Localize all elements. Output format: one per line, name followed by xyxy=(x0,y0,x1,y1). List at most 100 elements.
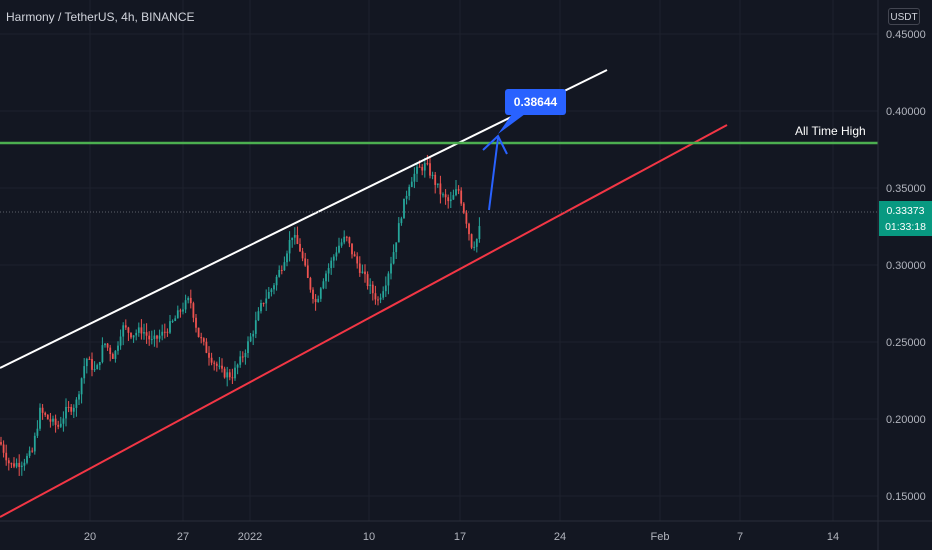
candle-body xyxy=(231,377,234,379)
candle-body xyxy=(135,332,138,336)
candle-body xyxy=(361,271,364,273)
candle-body xyxy=(325,273,327,282)
candle-body xyxy=(366,274,369,286)
candle-body xyxy=(26,455,28,463)
x-tick-label: 2022 xyxy=(238,531,262,543)
candle-body xyxy=(174,318,177,321)
x-tick-label: 27 xyxy=(177,531,189,543)
candle-body xyxy=(221,365,223,369)
candle-body xyxy=(314,298,317,303)
candle-body xyxy=(403,198,405,219)
candle-body xyxy=(283,262,286,271)
candle-body xyxy=(319,288,322,299)
candle-body xyxy=(67,406,70,408)
candle-body xyxy=(270,289,273,292)
candle-body xyxy=(88,358,91,360)
candle-body xyxy=(13,463,15,467)
candle-body xyxy=(197,327,200,338)
candle-body xyxy=(312,289,314,299)
candle-body xyxy=(223,368,226,378)
candle-body xyxy=(280,269,283,271)
candles xyxy=(0,154,481,476)
candle-body xyxy=(161,331,164,336)
candle-body xyxy=(91,358,93,370)
all-time-high-label: All Time High xyxy=(795,124,866,138)
candle-body xyxy=(41,407,44,413)
candle-body xyxy=(0,442,2,445)
candle-body xyxy=(252,333,255,337)
projection-arrow-head xyxy=(482,134,508,155)
candle-body xyxy=(187,297,190,301)
candle-body xyxy=(358,263,361,273)
candle-body xyxy=(189,297,192,304)
candle-body xyxy=(208,352,210,358)
candle-body xyxy=(46,414,49,420)
candle-body xyxy=(353,254,356,257)
chart-title: Harmony / TetherUS, 4h, BINANCE xyxy=(6,10,195,24)
candle-body xyxy=(241,356,244,358)
candle-body xyxy=(195,317,197,328)
candle-body xyxy=(429,163,431,176)
candle-body xyxy=(382,291,385,298)
candle-body xyxy=(275,276,278,286)
candle-body xyxy=(439,183,442,195)
candle-body xyxy=(20,465,23,467)
candle-body xyxy=(33,435,36,452)
candle-body xyxy=(140,327,143,334)
candle-body xyxy=(410,181,413,187)
candle-body xyxy=(75,399,78,408)
candle-body xyxy=(106,343,109,348)
x-tick-label: 14 xyxy=(827,531,839,543)
candle-body xyxy=(400,218,403,224)
candle-body xyxy=(423,163,426,171)
candle-body xyxy=(202,338,205,342)
resistance-trendline xyxy=(0,69,608,369)
currency-button[interactable]: USDT xyxy=(888,8,920,25)
y-tick-label: 0.15000 xyxy=(886,491,926,503)
candle-body xyxy=(426,163,429,165)
candle-body xyxy=(192,303,195,318)
candle-body xyxy=(80,378,83,395)
candle-body xyxy=(15,462,18,467)
candle-body xyxy=(475,239,478,247)
candle-body xyxy=(288,240,291,254)
candle-body xyxy=(65,406,67,419)
candle-body xyxy=(322,281,325,289)
candle-body xyxy=(93,369,96,371)
candle-body xyxy=(122,325,125,337)
candle-body xyxy=(226,372,229,378)
target-label-pointer xyxy=(498,114,525,134)
candle-body xyxy=(239,356,242,365)
candle-body xyxy=(392,252,395,264)
current-price-tag: 0.33373 01:33:18 xyxy=(879,201,932,236)
candle-body xyxy=(163,331,166,333)
candle-body xyxy=(182,309,184,312)
candle-body xyxy=(343,236,346,243)
candle-body xyxy=(10,463,13,465)
candle-body xyxy=(387,273,390,286)
candle-body xyxy=(179,310,182,312)
candle-body xyxy=(2,444,5,453)
candle-body xyxy=(72,407,75,412)
candle-body xyxy=(304,258,307,266)
candle-body xyxy=(416,166,418,174)
candle-body xyxy=(150,339,153,341)
candle-body xyxy=(7,460,10,464)
candle-body xyxy=(23,462,26,466)
candle-body xyxy=(171,320,174,322)
candle-body xyxy=(291,237,294,241)
y-tick-label: 0.40000 xyxy=(886,106,926,118)
y-tick-label: 0.35000 xyxy=(886,183,926,195)
candle-body xyxy=(397,223,400,243)
x-tick-label: 20 xyxy=(84,531,96,543)
candle-body xyxy=(421,167,424,171)
candle-body xyxy=(119,336,122,346)
candle-body xyxy=(418,166,421,168)
candle-body xyxy=(127,327,130,333)
candle-body xyxy=(247,341,249,354)
candle-body xyxy=(278,269,281,277)
candle-body xyxy=(36,428,39,436)
candle-body xyxy=(457,189,460,191)
